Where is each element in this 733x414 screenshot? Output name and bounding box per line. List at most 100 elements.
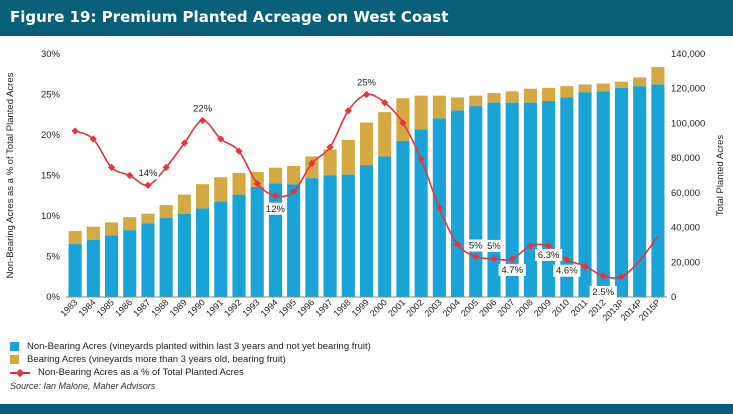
non-bearing-bar (451, 110, 465, 298)
footer-bar (0, 404, 733, 414)
chart-legend: Non-Bearing Acres (vineyards planted wit… (10, 340, 371, 379)
percent-marker (162, 163, 170, 171)
category-label: 1989 (168, 297, 189, 318)
bearing-bar (633, 77, 647, 87)
bearing-bar (86, 226, 100, 240)
annotation-bg (589, 285, 617, 298)
category-label: 1997 (313, 297, 334, 318)
bearing-bar (141, 213, 155, 224)
percent-marker (362, 90, 371, 99)
non-bearing-bar (287, 184, 301, 297)
percent-marker (381, 99, 389, 107)
category-label: 1999 (350, 297, 371, 318)
annotation-label: 25% (357, 78, 377, 89)
percent-marker (271, 192, 280, 200)
non-bearing-bar (487, 102, 501, 297)
non-bearing-bar (396, 140, 410, 297)
bearing-bar (305, 156, 319, 179)
annotation-label: 22% (193, 103, 213, 114)
non-bearing-bar (323, 175, 337, 297)
bearing-bar (523, 88, 537, 103)
non-bearing-bar (268, 183, 282, 297)
annotation-label: 5% (469, 241, 483, 252)
bearing-bar (614, 81, 629, 88)
category-label: 2006 (477, 297, 498, 318)
category-label: 1986 (113, 297, 134, 318)
non-bearing-bar (542, 100, 556, 297)
non-bearing-bar (578, 92, 592, 297)
percent-marker (599, 272, 607, 280)
category-label: 2008 (514, 297, 535, 318)
non-bearing-bar (177, 213, 191, 297)
non-bearing-bar (104, 235, 119, 297)
category-label: 2005 (459, 297, 480, 318)
percent-marker (253, 180, 261, 188)
right-tick-label: 60,000 (671, 188, 700, 199)
left-tick-label: 30% (41, 49, 61, 60)
bearing-bar (232, 172, 246, 195)
category-label: 1984 (76, 297, 97, 318)
bearing-bar (250, 172, 264, 187)
category-label: 1996 (295, 297, 316, 318)
annotation-label: 14% (138, 168, 158, 179)
category-label: 2010 (550, 297, 571, 318)
right-axis-title: Total Planted Acres (715, 135, 726, 217)
legend-item-bearing: Bearing Acres (vineyards more than 3 yea… (10, 353, 371, 366)
category-label: 2003 (423, 297, 444, 318)
percent-marker (290, 188, 298, 196)
non-bearing-bar (633, 86, 647, 297)
annotation-bg (553, 264, 581, 277)
percent-marker (417, 155, 425, 163)
bearing-bar (469, 95, 483, 107)
legend-label-non-bearing: Non-Bearing Acres (vineyards planted wit… (27, 341, 371, 352)
percent-marker (563, 256, 571, 264)
percent-marker (198, 116, 207, 125)
bearing-bar (323, 149, 337, 176)
non-bearing-bar (651, 84, 665, 297)
category-label: 1990 (186, 297, 207, 318)
category-label: 2011 (569, 297, 590, 318)
non-bearing-bar (378, 156, 392, 297)
percent-marker (526, 242, 535, 250)
percent-marker (180, 139, 188, 147)
percent-marker (89, 135, 97, 143)
annotation-bg (191, 102, 214, 115)
annotation-bg (467, 239, 484, 252)
category-label: 2000 (368, 297, 389, 318)
bearing-bar (451, 97, 465, 111)
category-label: 1994 (259, 297, 280, 318)
annotation-bg (137, 167, 159, 180)
bearing-bar (159, 205, 173, 219)
annotation-bg (498, 263, 526, 276)
right-tick-label: 20,000 (671, 257, 700, 268)
non-bearing-bar (214, 201, 228, 297)
non-bearing-bar (232, 194, 246, 297)
annotation-bg (535, 248, 563, 261)
category-label: 1983 (58, 297, 79, 318)
category-label: 1991 (204, 297, 225, 318)
category-label: 2002 (404, 297, 425, 318)
non-bearing-bar (359, 165, 374, 297)
bearing-bar (104, 222, 119, 236)
bearing-bar (578, 84, 592, 93)
non-bearing-bar (86, 239, 100, 297)
right-tick-label: 0 (671, 292, 676, 303)
non-bearing-bar (141, 223, 155, 297)
non-bearing-bar (505, 102, 519, 297)
non-bearing-bar (68, 244, 82, 297)
bearing-bar (214, 177, 228, 202)
bearing-bar (341, 139, 355, 175)
left-tick-label: 5% (46, 252, 60, 263)
bearing-bar (487, 93, 501, 103)
percent-marker (71, 127, 79, 135)
percent-marker (235, 147, 243, 155)
left-tick-label: 20% (41, 130, 61, 141)
non-bearing-bar (250, 186, 264, 297)
non-bearing-bar (159, 218, 173, 297)
non-bearing-bar (196, 208, 210, 297)
left-axis-title: Non-Bearing Acres as a % of Total Plante… (5, 72, 16, 278)
bearing-bar (123, 217, 137, 231)
percent-marker (107, 163, 116, 171)
annotation-label: 12% (266, 204, 286, 215)
bearing-bar (177, 194, 191, 214)
